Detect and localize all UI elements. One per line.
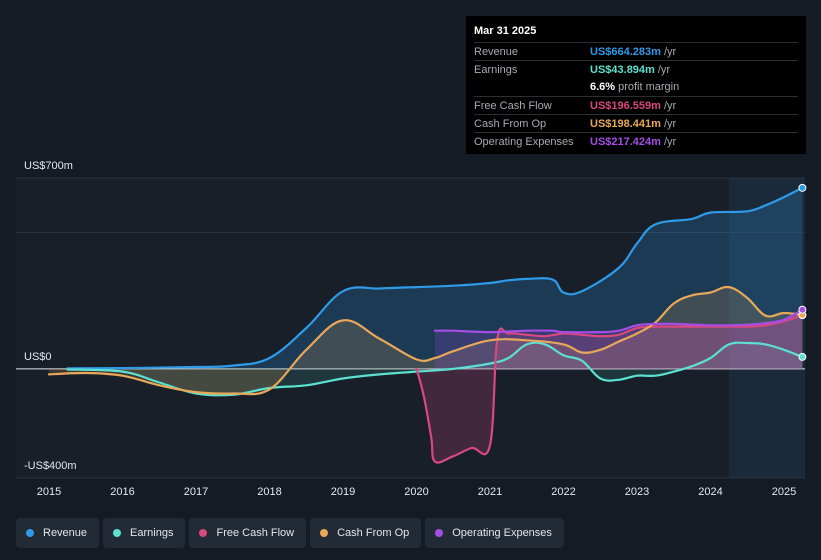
chart-legend: Revenue Earnings Free Cash Flow Cash Fro… bbox=[16, 518, 564, 548]
tooltip-unit: /yr bbox=[663, 45, 677, 58]
tooltip-label: Revenue bbox=[474, 45, 519, 58]
x-tick-label: 2016 bbox=[110, 486, 134, 498]
forecast-highlight-region bbox=[728, 178, 805, 478]
legend-label: Revenue bbox=[43, 527, 88, 539]
tooltip-value: 6.6% bbox=[590, 81, 616, 94]
operating-expenses-area bbox=[434, 309, 803, 369]
legend-label: Operating Expenses bbox=[452, 527, 552, 539]
tooltip-value: US$198.441m bbox=[590, 117, 661, 130]
legend-item-revenue[interactable]: Revenue bbox=[16, 518, 100, 548]
revenue-area bbox=[67, 187, 803, 369]
data-tooltip: Mar 31 2025 Revenue US$664.283m /yr Earn… bbox=[466, 16, 806, 154]
tooltip-value: US$217.424m bbox=[590, 136, 661, 149]
y-axis-bottom-label: -US$400m bbox=[24, 460, 77, 472]
cash-from-op-area bbox=[49, 286, 803, 395]
tooltip-unit: /yr bbox=[657, 63, 671, 76]
legend-dot-icon bbox=[435, 529, 444, 537]
x-tick-label: 2019 bbox=[331, 486, 355, 498]
cash-from-op-line bbox=[47, 285, 804, 396]
legend-item-free-cash-flow[interactable]: Free Cash Flow bbox=[189, 518, 307, 548]
legend-label: Earnings bbox=[130, 527, 174, 539]
free-cash-flow-area bbox=[416, 315, 803, 463]
legend-label: Free Cash Flow bbox=[216, 527, 295, 539]
x-tick-label: 2018 bbox=[257, 486, 281, 498]
tooltip-date: Mar 31 2025 bbox=[474, 25, 537, 37]
tooltip-unit: /yr bbox=[663, 99, 677, 112]
tooltip-label: Earnings bbox=[474, 63, 518, 76]
legend-dot-icon bbox=[199, 529, 208, 537]
legend-dot-icon bbox=[26, 529, 34, 537]
tooltip-value: US$43.894m bbox=[590, 63, 655, 76]
tooltip-row-margin: 6.6% profit margin bbox=[474, 79, 798, 96]
tooltip-value: US$196.559m bbox=[590, 99, 661, 112]
tooltip-label: Cash From Op bbox=[474, 117, 547, 130]
y-axis-top-label: US$700m bbox=[24, 160, 73, 172]
operating-expenses-line bbox=[433, 308, 804, 334]
x-tick-label: 2022 bbox=[551, 486, 575, 498]
revenue-line bbox=[66, 186, 804, 370]
legend-item-operating-expenses[interactable]: Operating Expenses bbox=[425, 518, 564, 548]
legend-dot-icon bbox=[320, 529, 329, 537]
x-tick-label: 2021 bbox=[478, 486, 502, 498]
tooltip-row-revenue: Revenue US$664.283m /yr bbox=[474, 42, 798, 60]
legend-item-earnings[interactable]: Earnings bbox=[103, 518, 186, 548]
tooltip-row-fcf: Free Cash Flow US$196.559m /yr bbox=[474, 95, 798, 114]
earnings-line bbox=[66, 341, 804, 397]
tooltip-label: Free Cash Flow bbox=[474, 99, 552, 112]
y-axis-zero-label: US$0 bbox=[24, 351, 52, 363]
tooltip-unit: /yr bbox=[663, 136, 677, 149]
legend-item-cash-from-op[interactable]: Cash From Op bbox=[310, 518, 422, 548]
tooltip-row-earnings: Earnings US$43.894m /yr bbox=[474, 60, 798, 78]
free-cash-flow-line bbox=[415, 314, 804, 464]
operating-expenses-end-point bbox=[798, 305, 807, 314]
x-tick-label: 2024 bbox=[698, 486, 722, 498]
legend-dot-icon bbox=[113, 529, 122, 537]
tooltip-row-opex: Operating Expenses US$217.424m /yr bbox=[474, 132, 798, 150]
x-tick-label: 2023 bbox=[625, 486, 649, 498]
tooltip-unit: profit margin bbox=[618, 81, 680, 94]
tooltip-label: Operating Expenses bbox=[474, 136, 574, 149]
tooltip-value: US$664.283m bbox=[590, 45, 661, 58]
x-tick-label: 2015 bbox=[37, 486, 61, 498]
earnings-end-point bbox=[798, 352, 807, 361]
plot-background bbox=[16, 178, 805, 478]
x-tick-label: 2025 bbox=[772, 486, 796, 498]
revenue-end-point bbox=[798, 183, 807, 192]
tooltip-unit: /yr bbox=[663, 117, 677, 130]
legend-label: Cash From Op bbox=[337, 527, 410, 539]
earnings-area bbox=[67, 342, 803, 396]
tooltip-row-cfo: Cash From Op US$198.441m /yr bbox=[474, 114, 798, 132]
x-tick-label: 2020 bbox=[404, 486, 428, 498]
x-tick-label: 2017 bbox=[184, 486, 208, 498]
